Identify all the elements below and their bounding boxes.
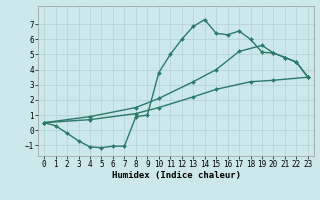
X-axis label: Humidex (Indice chaleur): Humidex (Indice chaleur) bbox=[111, 171, 241, 180]
